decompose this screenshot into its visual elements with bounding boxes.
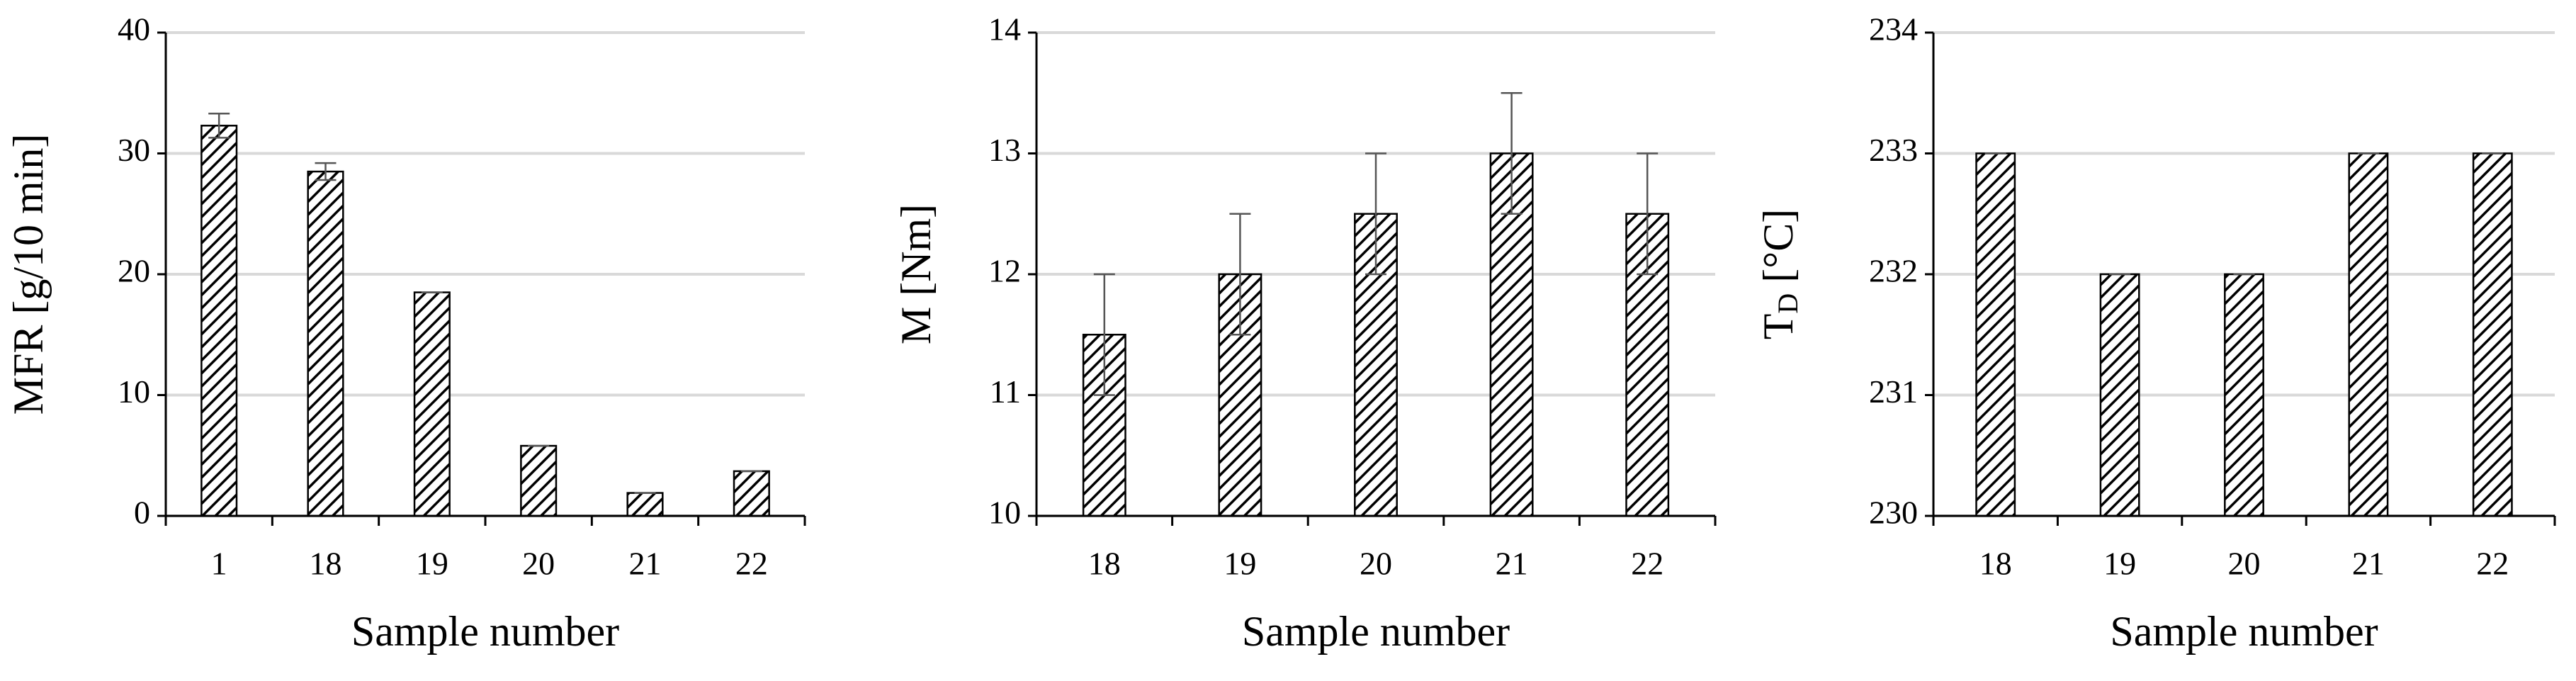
y-tick-label: 30 <box>118 132 150 168</box>
error-bar <box>1365 152 1386 276</box>
error-bar <box>1637 152 1659 276</box>
x-tick-label: 18 <box>1979 546 2012 582</box>
bar <box>307 170 344 517</box>
x-tick-label: 22 <box>1631 546 1663 582</box>
y-tick-label: 40 <box>118 11 150 47</box>
y-tick-label: 230 <box>1869 495 1918 531</box>
error-bar <box>208 112 230 139</box>
x-axis-title: Sample number <box>351 608 619 655</box>
x-tick-label: 22 <box>2476 546 2509 582</box>
x-tick-label: 19 <box>416 546 448 582</box>
y-tick-label: 12 <box>988 253 1021 289</box>
bar <box>2099 273 2140 517</box>
y-axis-title-sub: D <box>1772 293 1804 314</box>
y-axis-title: M [Nm] <box>893 204 939 344</box>
y-tick-label: 10 <box>988 495 1021 531</box>
y-axis-title-base: T <box>1755 314 1802 340</box>
x-tick-label: 18 <box>310 546 342 582</box>
x-tick-label: 20 <box>2228 546 2261 582</box>
y-axis-title-rest: [°C] <box>1755 209 1802 293</box>
bar <box>200 125 238 517</box>
x-axis-title: Sample number <box>1242 608 1510 655</box>
x-tick-label: 20 <box>1360 546 1392 582</box>
bar <box>2472 152 2513 517</box>
x-tick-label: 21 <box>2352 546 2385 582</box>
y-tick-label: 232 <box>1869 253 1918 289</box>
bar <box>2224 273 2264 517</box>
bar <box>520 444 558 517</box>
y-tick-label: 10 <box>118 373 150 410</box>
y-tick-label: 231 <box>1869 373 1918 410</box>
x-tick-label: 19 <box>2103 546 2136 582</box>
y-tick-label: 0 <box>134 495 150 531</box>
x-tick-label: 21 <box>1496 546 1528 582</box>
y-axis-title: TD [°C] <box>1755 209 1804 340</box>
y-tick-label: 14 <box>988 11 1021 47</box>
bar <box>413 291 451 517</box>
error-bar <box>1093 273 1115 396</box>
x-tick-label: 1 <box>211 546 227 582</box>
error-bar <box>1501 92 1523 215</box>
y-tick-label: 13 <box>988 132 1021 168</box>
x-tick-label: 19 <box>1224 546 1256 582</box>
x-tick-label: 22 <box>735 546 768 582</box>
y-tick-label: 233 <box>1869 132 1918 168</box>
x-tick-label: 18 <box>1088 546 1121 582</box>
bar <box>1975 152 2016 517</box>
bar <box>626 492 664 517</box>
error-bar <box>315 162 337 181</box>
bar <box>2348 152 2389 517</box>
bar <box>733 470 770 517</box>
y-tick-label: 234 <box>1869 11 1918 47</box>
x-tick-label: 21 <box>629 546 662 582</box>
x-tick-label: 20 <box>522 546 555 582</box>
x-axis-title: Sample number <box>2110 608 2378 655</box>
y-axis-title: MFR [g/10 min] <box>5 134 52 415</box>
y-tick-label: 11 <box>990 373 1021 410</box>
error-bar <box>1229 213 1251 336</box>
y-tick-label: 20 <box>118 253 150 289</box>
